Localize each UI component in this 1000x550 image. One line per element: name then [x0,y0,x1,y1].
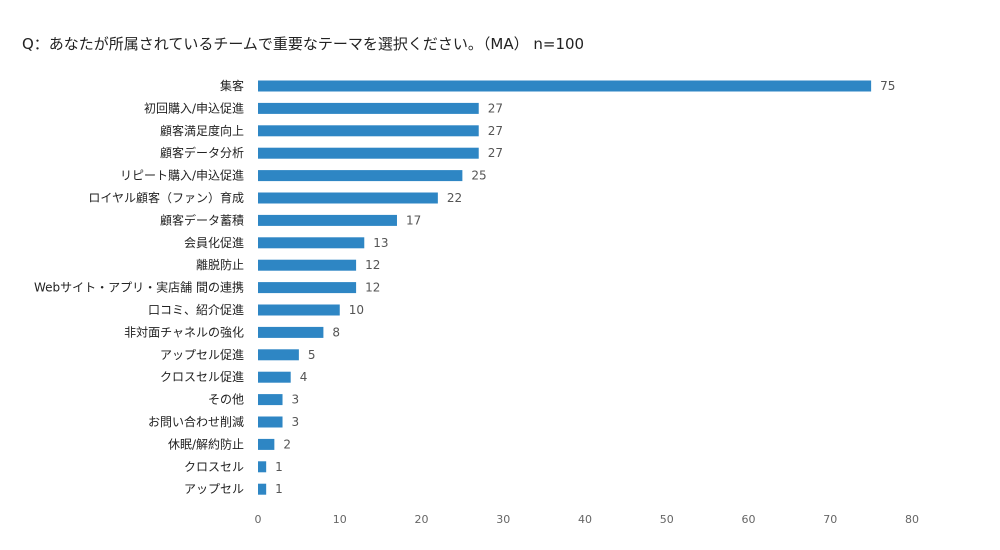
bar [258,80,872,92]
value-label: 10 [349,303,364,317]
category-label: アップセル [184,482,244,496]
x-tick-label: 80 [905,513,919,526]
value-label: 12 [365,281,380,295]
bar [258,102,479,114]
value-label: 1 [275,482,283,496]
category-label: お問い合わせ削減 [148,414,244,429]
bar [258,147,479,159]
category-label: ロイヤル顧客（ファン）育成 [88,190,244,205]
bar [258,214,397,226]
bar [258,483,267,495]
value-label: 27 [488,146,503,160]
bar [258,394,283,406]
chart-title: Q：あなたが所属されているチームで重要なテーマを選択ください。（MA） n=10… [22,35,585,53]
bar [258,371,291,383]
bar [258,237,365,249]
category-label: 会員化促進 [184,236,244,250]
category-label: Webサイト・アプリ・実店舗 間の連携 [34,280,244,295]
value-label: 3 [292,393,300,407]
bar [258,326,324,338]
category-label: 非対面チャネルの強化 [124,325,244,339]
value-label: 12 [365,258,380,272]
bar [258,349,299,361]
category-labels: 集客初回購入/申込促進顧客満足度向上顧客データ分析リピート購入/申込促進ロイヤル… [34,78,244,496]
category-label: 休眠/解約防止 [168,436,244,451]
category-label: リピート購入/申込促進 [120,169,244,183]
value-label: 17 [406,213,421,227]
category-label: クロスセル [184,460,244,474]
category-label: 初回購入/申込促進 [144,101,244,115]
value-label: 27 [488,124,503,138]
x-tick-label: 40 [578,513,592,526]
category-label: 離脱防止 [196,257,244,272]
category-label: 顧客データ分析 [160,145,244,160]
bar [258,282,357,294]
bar [258,438,275,450]
x-axis-ticks: 0 10 20 30 40 50 60 70 80 [255,513,920,526]
value-label: 75 [880,79,895,93]
value-label: 1 [275,460,283,474]
value-label: 27 [488,101,503,115]
value-label: 5 [308,348,316,362]
bar [258,416,283,428]
category-label: 集客 [220,78,244,93]
x-tick-label: 30 [496,513,510,526]
value-label: 2 [283,437,291,451]
category-label: 顧客データ蓄積 [160,212,244,227]
x-tick-label: 10 [333,513,347,526]
x-tick-label: 50 [660,513,674,526]
bar [258,170,463,182]
bar [258,259,357,271]
value-label: 13 [373,236,388,250]
x-tick-label: 60 [742,513,756,526]
bar [258,461,267,473]
bar [258,304,340,316]
value-label: 22 [447,191,462,205]
bar [258,125,479,137]
category-label: 口コミ、紹介促進 [148,303,244,317]
value-label: 8 [332,325,340,339]
category-label: クロスセル促進 [160,370,244,384]
bars-layer [258,80,872,495]
x-tick-label: 20 [415,513,429,526]
category-label: アップセル促進 [160,348,244,362]
category-label: その他 [208,393,244,407]
category-label: 顧客満足度向上 [160,123,244,138]
value-label: 4 [300,370,308,384]
x-tick-label: 70 [823,513,837,526]
value-label: 3 [292,415,300,429]
x-tick-label: 0 [255,513,262,526]
bar [258,192,438,204]
value-label: 25 [471,169,486,183]
